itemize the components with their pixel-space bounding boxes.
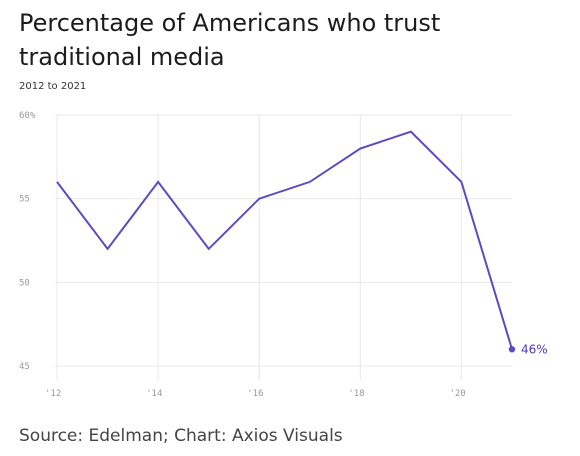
end-point-label: 46% <box>521 342 548 356</box>
chart-title: Percentage of Americans who trust tradit… <box>19 9 441 71</box>
y-tick-label: 60% <box>19 111 36 121</box>
y-tick-label: 50 <box>19 278 30 288</box>
x-tick-label: '16 <box>247 389 263 399</box>
chart-source: Source: Edelman; Chart: Axios Visuals <box>19 426 343 446</box>
y-tick-label: 55 <box>19 195 30 205</box>
grid-layer <box>55 114 512 380</box>
y-tick-label: 45 <box>19 362 30 372</box>
x-tick-label: '14 <box>146 389 162 399</box>
x-tick-label: '18 <box>348 389 364 399</box>
tick-layer: 60% 55 50 45 '12 '14 '16 '18 '20 <box>19 111 466 399</box>
series-layer: 46% <box>56 130 548 356</box>
chart-subtitle: 2012 to 2021 <box>19 81 87 92</box>
x-tick-label: '20 <box>449 389 465 399</box>
end-point-marker <box>508 346 516 353</box>
series-line <box>56 130 513 350</box>
x-tick-label: '12 <box>45 389 61 399</box>
